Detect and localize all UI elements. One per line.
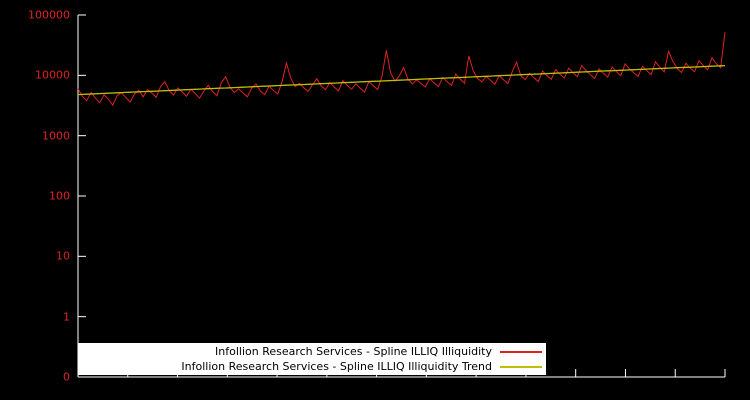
y-tick-label: 1 (63, 310, 70, 324)
y-tick-label: 1000 (42, 129, 70, 143)
legend: Infollion Research Services - Spline ILL… (78, 343, 546, 375)
illiq-trend-line (77, 64, 726, 96)
legend-sample-illiq-line (500, 350, 542, 353)
illiq-series-line (77, 32, 726, 107)
legend-row-illiq: Infollion Research Services - Spline ILL… (78, 345, 542, 359)
y-tick-label: 10 (56, 249, 70, 263)
y-tick-label: 100000 (28, 8, 70, 22)
legend-label-illiq: Infollion Research Services - Spline ILL… (215, 345, 492, 358)
legend-label-trend: Infollion Research Services - Spline ILL… (181, 360, 492, 373)
legend-sample-trend-line (500, 365, 542, 368)
y-tick-label: 100 (49, 189, 70, 203)
y-tick-label: 10000 (35, 68, 70, 82)
y-tick-label: 0 (63, 370, 70, 384)
legend-row-trend: Infollion Research Services - Spline ILL… (78, 360, 542, 374)
